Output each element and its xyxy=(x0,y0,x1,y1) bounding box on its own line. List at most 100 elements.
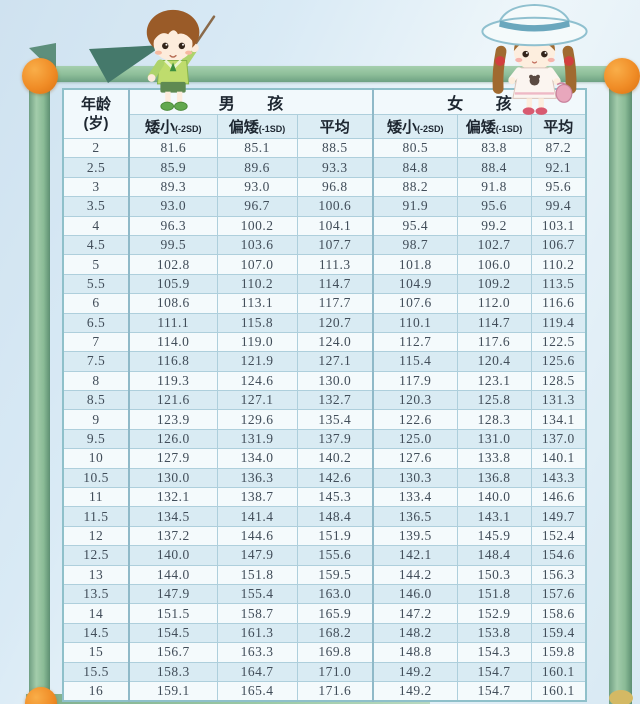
height-cell: 126.0 xyxy=(128,428,218,450)
orange-ball-top-left xyxy=(22,58,58,94)
table-row: 9 123.9 129.6 135.4 122.6 128.3 134.1 xyxy=(62,409,587,430)
height-cell: 154.3 xyxy=(456,642,532,663)
height-cell: 110.2 xyxy=(216,273,298,295)
height-cell: 121.9 xyxy=(216,351,298,372)
height-cell: 106.0 xyxy=(456,254,532,275)
height-cell: 89.3 xyxy=(128,176,218,198)
height-cell: 160.1 xyxy=(530,680,587,702)
height-cell: 129.6 xyxy=(216,409,298,430)
height-cell: 131.3 xyxy=(530,390,587,411)
height-cell: 119.4 xyxy=(530,312,587,333)
height-cell: 158.3 xyxy=(128,661,218,682)
girls-average-header: 平均 xyxy=(530,114,587,139)
height-cell: 164.7 xyxy=(216,661,298,682)
table-row: 14 151.5 158.7 165.9 147.2 152.9 158.6 xyxy=(62,603,587,624)
table-row: 14.5 154.5 161.3 168.2 148.2 153.8 159.4 xyxy=(62,622,587,644)
height-cell: 96.7 xyxy=(216,196,298,217)
table-row: 11.5 134.5 141.4 148.4 136.5 143.1 149.7 xyxy=(62,506,587,527)
height-cell: 102.8 xyxy=(128,254,218,275)
height-cell: 133.8 xyxy=(456,448,532,469)
boy-illustration xyxy=(146,9,216,111)
height-cell: 107.6 xyxy=(372,293,458,314)
frame-right-pole xyxy=(609,70,632,704)
height-cell: 141.4 xyxy=(216,506,298,527)
height-cell: 152.9 xyxy=(456,603,532,624)
height-cell: 149.2 xyxy=(372,680,458,702)
height-cell: 136.8 xyxy=(456,467,532,489)
height-cell: 124.6 xyxy=(216,370,298,392)
height-cell: 160.1 xyxy=(530,661,587,682)
age-cell: 16 xyxy=(62,680,130,702)
height-cell: 144.2 xyxy=(372,564,458,585)
age-cell: 7 xyxy=(62,331,130,353)
height-cell: 154.5 xyxy=(128,622,218,644)
height-cell: 101.8 xyxy=(372,254,458,275)
height-cell: 171.6 xyxy=(296,680,374,702)
height-cell: 119.3 xyxy=(128,370,218,392)
height-cell: 139.5 xyxy=(372,525,458,547)
height-cell: 117.9 xyxy=(372,370,458,392)
girl-left-braid xyxy=(492,45,507,94)
table-row: 4 96.3 100.2 104.1 95.4 99.2 103.1 xyxy=(62,215,587,236)
height-cell: 95.6 xyxy=(530,176,587,198)
height-cell: 112.0 xyxy=(456,293,532,314)
height-cell: 112.7 xyxy=(372,331,458,353)
height-cell: 85.9 xyxy=(128,157,218,178)
age-cell: 14 xyxy=(62,603,130,624)
age-cell: 9.5 xyxy=(62,428,130,450)
height-cell: 122.6 xyxy=(372,409,458,430)
height-cell: 147.9 xyxy=(216,545,298,566)
girl-illustration xyxy=(481,3,588,115)
height-cell: 128.3 xyxy=(456,409,532,430)
height-cell: 102.7 xyxy=(456,234,532,256)
age-cell: 13 xyxy=(62,564,130,585)
girls-short-header: 矮小(-2SD) xyxy=(372,114,458,139)
height-cell: 111.1 xyxy=(128,312,218,333)
height-cell: 148.8 xyxy=(372,642,458,663)
height-cell: 114.7 xyxy=(296,273,374,295)
height-cell: 116.8 xyxy=(128,351,218,372)
height-cell: 140.2 xyxy=(296,448,374,469)
height-cell: 140.1 xyxy=(530,448,587,469)
height-table: 年龄 (岁) 男 孩 女 孩 矮小(-2SD) 偏矮(-1SD) 平均 矮小(-… xyxy=(62,88,587,703)
height-cell: 99.5 xyxy=(128,234,218,256)
age-cell: 5 xyxy=(62,254,130,275)
height-cell: 137.9 xyxy=(296,428,374,450)
height-cell: 133.4 xyxy=(372,487,458,508)
height-cell: 127.6 xyxy=(372,448,458,469)
height-cell: 144.6 xyxy=(216,525,298,547)
table-row: 12 137.2 144.6 151.9 139.5 145.9 152.4 xyxy=(62,525,587,547)
table-row: 13.5 147.9 155.4 163.0 146.0 151.8 157.6 xyxy=(62,583,587,605)
height-cell: 158.7 xyxy=(216,603,298,624)
height-cell: 125.8 xyxy=(456,390,532,411)
height-cell: 107.0 xyxy=(216,254,298,275)
age-cell: 14.5 xyxy=(62,622,130,644)
height-cell: 120.3 xyxy=(372,390,458,411)
height-cell: 105.9 xyxy=(128,273,218,295)
height-cell: 154.7 xyxy=(456,661,532,682)
height-cell: 99.2 xyxy=(456,215,532,236)
age-cell: 6.5 xyxy=(62,312,130,333)
height-cell: 109.2 xyxy=(456,273,532,295)
height-cell: 84.8 xyxy=(372,157,458,178)
height-cell: 163.0 xyxy=(296,583,374,605)
height-cell: 168.2 xyxy=(296,622,374,644)
height-cell: 144.0 xyxy=(128,564,218,585)
age-cell: 7.5 xyxy=(62,351,130,372)
table-row: 4.5 99.5 103.6 107.7 98.7 102.7 106.7 xyxy=(62,234,587,256)
orange-ball-top-right xyxy=(604,58,640,94)
height-cell: 158.6 xyxy=(530,603,587,624)
age-cell: 11 xyxy=(62,487,130,508)
height-cell: 143.3 xyxy=(530,467,587,489)
height-cell: 154.7 xyxy=(456,680,532,702)
height-cell: 143.1 xyxy=(456,506,532,527)
height-cell: 80.5 xyxy=(372,137,458,159)
height-cell: 110.1 xyxy=(372,312,458,333)
height-cell: 163.3 xyxy=(216,642,298,663)
height-cell: 120.7 xyxy=(296,312,374,333)
height-cell: 113.1 xyxy=(216,293,298,314)
height-cell: 142.6 xyxy=(296,467,374,489)
height-cell: 85.1 xyxy=(216,137,298,159)
height-cell: 135.4 xyxy=(296,409,374,430)
age-cell: 2.5 xyxy=(62,157,130,178)
